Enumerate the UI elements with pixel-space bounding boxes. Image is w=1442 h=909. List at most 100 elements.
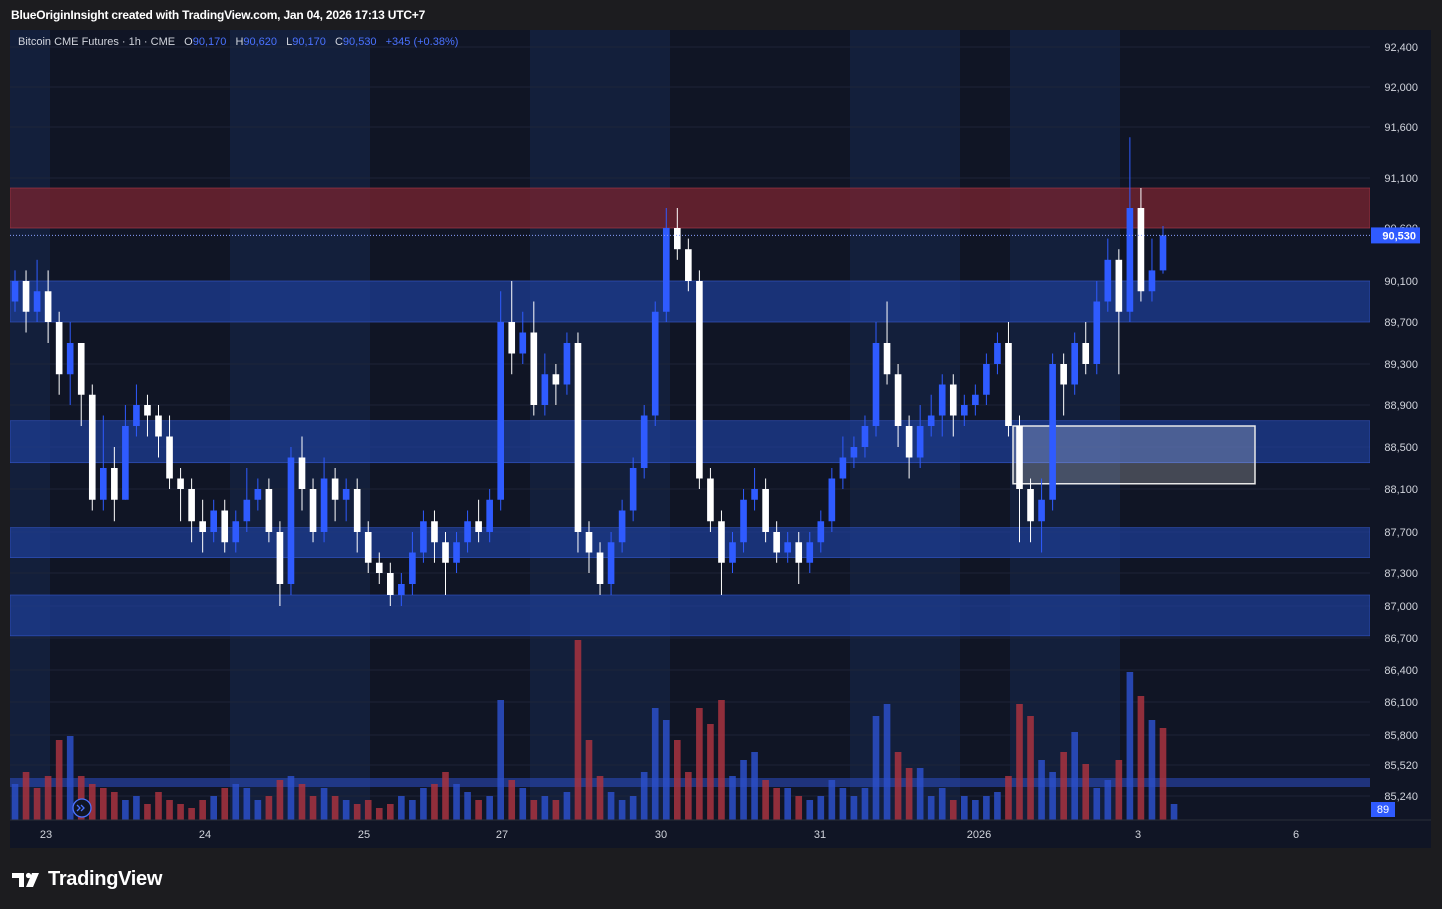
candle-body [685, 249, 692, 281]
price-tick-label: 85,520 [1384, 760, 1418, 772]
volume-bar [949, 800, 957, 820]
candle-body [640, 415, 648, 468]
candle-body [905, 426, 913, 458]
scroll-to-start-icon[interactable] [72, 798, 92, 818]
volume-bar [685, 772, 692, 820]
candlestick-chart[interactable]: 92,40092,00091,60091,10090,60090,10089,7… [10, 30, 1431, 848]
candle-body [398, 584, 405, 595]
candle-body [464, 521, 471, 543]
candle-body [949, 384, 957, 416]
price-tick-label: 87,300 [1384, 568, 1418, 580]
candle-body [530, 332, 538, 405]
tradingview-logo[interactable]: TradingView [12, 868, 162, 891]
candle-body [839, 457, 847, 479]
low-value: 90,170 [292, 36, 326, 48]
candle-body [629, 468, 637, 511]
candle-body [806, 542, 814, 563]
close-value: 90,530 [342, 36, 377, 48]
volume-bar [1148, 720, 1156, 820]
candle-body [11, 281, 19, 302]
candle-body [254, 489, 262, 500]
volume-bar [883, 704, 891, 820]
candle-body [596, 552, 604, 584]
candle-body [960, 405, 968, 416]
volume-bar [574, 640, 582, 820]
candle-body [740, 499, 747, 543]
volume-bar [552, 800, 560, 820]
volume-bar [1170, 804, 1178, 820]
candle-body [651, 311, 659, 416]
candle-body [177, 478, 184, 489]
candle-body [1082, 343, 1090, 364]
candle-body [707, 478, 714, 522]
volume-bar [519, 788, 527, 820]
candle-body [916, 426, 924, 458]
candle-body [265, 489, 273, 532]
volume-bar [1126, 672, 1134, 820]
volume-bar [409, 800, 416, 820]
price-tick-label: 87,000 [1384, 601, 1418, 613]
symbol-name: Bitcoin CME Futures · 1h · CME [18, 36, 176, 48]
volume-bar [662, 720, 670, 820]
volume-bar [155, 792, 162, 820]
volume-bar [585, 740, 593, 820]
volume-bar [342, 800, 350, 820]
support-zone [10, 594, 1371, 637]
volume-bar [276, 780, 284, 820]
candle-body [320, 478, 328, 532]
candle-body [155, 415, 162, 437]
volume-bar [11, 784, 19, 820]
candle-body [33, 291, 41, 312]
candle-body [409, 552, 416, 584]
volume-bar [254, 800, 262, 820]
candle-body [1049, 364, 1056, 500]
volume-bar [696, 708, 703, 820]
volume-bar [751, 752, 758, 820]
volume-bar [596, 776, 604, 820]
candle-body [210, 510, 218, 532]
volume-bar [1016, 704, 1023, 820]
candle-body [44, 291, 52, 322]
candle-body [22, 281, 30, 312]
candle-body [497, 322, 505, 500]
price-tick-label: 91,600 [1384, 122, 1418, 134]
volume-bar [839, 788, 847, 820]
top-bar: BlueOriginInsight created with TradingVi… [0, 0, 1442, 30]
close-key: C [334, 36, 343, 48]
price-tick-label: 88,500 [1384, 442, 1418, 454]
volume-bar [364, 800, 372, 820]
candle-body [607, 542, 615, 584]
volume-bar [729, 776, 736, 820]
scroll-icon-circle [72, 798, 92, 818]
candle-body [364, 532, 372, 563]
time-tick-label: 27 [496, 829, 508, 841]
volume-bar [718, 700, 725, 820]
candle-body [287, 457, 295, 584]
volume-bar [464, 792, 471, 820]
support-zone [10, 280, 1371, 323]
volume-bar [1071, 732, 1079, 820]
chart-panel[interactable]: 92,40092,00091,60091,10090,60090,10089,7… [10, 30, 1431, 848]
candle-body [872, 343, 880, 426]
volume-bar [453, 784, 460, 820]
time-tick-label: 31 [814, 829, 826, 841]
volume-bar [144, 804, 151, 820]
volume-bar [177, 804, 184, 820]
candle-body [144, 405, 151, 416]
volume-bar [530, 800, 538, 820]
volume-bar [1060, 752, 1067, 820]
candle-body [1038, 499, 1045, 522]
candle-body [938, 384, 946, 416]
open-value: 90,170 [192, 36, 227, 48]
time-tick-label: 6 [1293, 829, 1299, 841]
volume-bar [872, 716, 880, 820]
candle-body [541, 374, 549, 405]
volume-bar [232, 784, 240, 820]
volume-bar [640, 772, 648, 820]
candle-body [729, 542, 736, 563]
candle-body [243, 499, 251, 522]
volume-bar [850, 796, 858, 820]
volume-bar [960, 796, 968, 820]
footer-bar [0, 850, 1442, 909]
volume-bar [188, 808, 195, 820]
